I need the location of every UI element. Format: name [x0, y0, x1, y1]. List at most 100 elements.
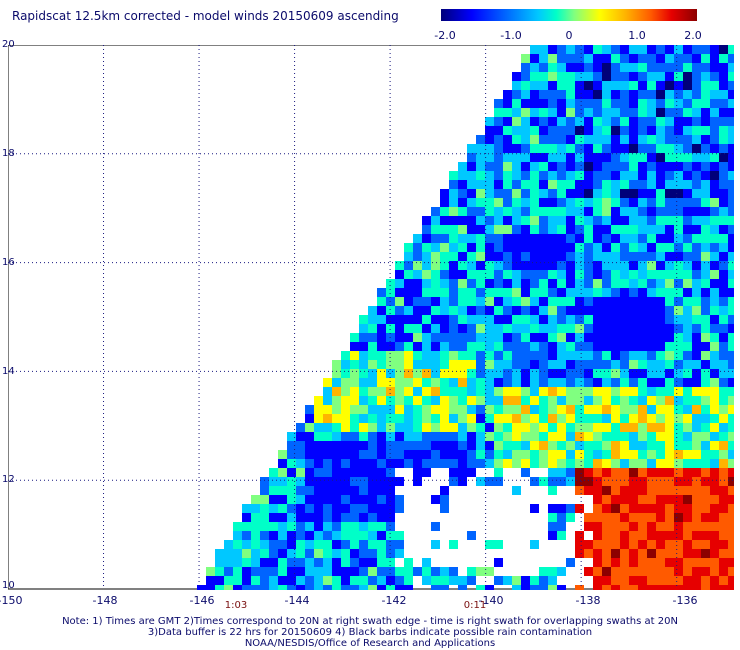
wind-cell — [683, 261, 692, 270]
wind-cell — [512, 396, 521, 405]
wind-cell — [476, 387, 485, 396]
wind-cell — [485, 432, 494, 441]
wind-cell — [305, 450, 314, 459]
wind-cell — [665, 207, 674, 216]
wind-cell — [728, 423, 734, 432]
wind-cell — [395, 378, 404, 387]
wind-cell — [512, 117, 521, 126]
wind-cell — [575, 306, 584, 315]
wind-cell — [278, 495, 287, 504]
wind-cell — [404, 243, 413, 252]
wind-cell — [638, 171, 647, 180]
wind-cell — [431, 495, 440, 504]
wind-cell — [728, 576, 734, 585]
wind-cell — [629, 153, 638, 162]
wind-cell — [530, 387, 539, 396]
wind-cell — [368, 486, 377, 495]
wind-cell — [449, 279, 458, 288]
wind-cell — [296, 423, 305, 432]
wind-cell — [665, 180, 674, 189]
wind-cell — [602, 144, 611, 153]
wind-cell — [386, 351, 395, 360]
wind-cell — [539, 360, 548, 369]
wind-cell — [476, 315, 485, 324]
wind-cell — [476, 144, 485, 153]
wind-cell — [503, 432, 512, 441]
wind-cell — [458, 459, 467, 468]
wind-cell — [683, 414, 692, 423]
wind-cell — [611, 144, 620, 153]
wind-cell — [620, 153, 629, 162]
wind-cell — [692, 504, 701, 513]
wind-cell — [530, 297, 539, 306]
wind-cell — [206, 576, 215, 585]
wind-cell — [629, 414, 638, 423]
wind-cell — [386, 540, 395, 549]
wind-cell — [602, 441, 611, 450]
wind-cell — [611, 126, 620, 135]
wind-cell — [359, 558, 368, 567]
wind-cell — [728, 117, 734, 126]
wind-cell — [638, 441, 647, 450]
wind-cell — [629, 108, 638, 117]
wind-cell — [719, 351, 728, 360]
wind-cell — [521, 396, 530, 405]
wind-cell — [386, 450, 395, 459]
wind-cell — [350, 513, 359, 522]
wind-cell — [701, 252, 710, 261]
wind-cell — [665, 54, 674, 63]
wind-cell — [422, 432, 431, 441]
wind-cell — [476, 216, 485, 225]
wind-cell — [719, 207, 728, 216]
wind-cell — [548, 234, 557, 243]
wind-cell — [728, 261, 734, 270]
wind-cell — [476, 324, 485, 333]
wind-cell — [485, 567, 494, 576]
wind-cell — [647, 468, 656, 477]
wind-cell — [485, 234, 494, 243]
wind-cell — [431, 387, 440, 396]
wind-cell — [584, 288, 593, 297]
wind-cell — [341, 378, 350, 387]
wind-cell — [557, 504, 566, 513]
wind-cell — [314, 414, 323, 423]
wind-cell — [692, 360, 701, 369]
wind-cell — [701, 297, 710, 306]
wind-cell — [593, 135, 602, 144]
wind-cell — [629, 99, 638, 108]
wind-cell — [620, 252, 629, 261]
wind-cell — [557, 63, 566, 72]
wind-cell — [656, 135, 665, 144]
wind-cell — [593, 459, 602, 468]
wind-cell — [431, 450, 440, 459]
wind-cell — [557, 567, 566, 576]
wind-cell — [701, 405, 710, 414]
wind-cell — [575, 504, 584, 513]
wind-cell — [584, 63, 593, 72]
wind-cell — [701, 225, 710, 234]
wind-cell — [674, 522, 683, 531]
wind-cell — [422, 396, 431, 405]
wind-cell — [566, 342, 575, 351]
wind-cell — [314, 513, 323, 522]
wind-cell — [521, 162, 530, 171]
wind-cell — [566, 477, 575, 486]
wind-cell — [692, 117, 701, 126]
wind-cell — [314, 585, 323, 590]
wind-cell — [485, 243, 494, 252]
wind-cell — [683, 108, 692, 117]
wind-cell — [530, 342, 539, 351]
wind-cell — [647, 576, 656, 585]
wind-cell — [539, 423, 548, 432]
wind-cell — [467, 414, 476, 423]
wind-cell — [647, 558, 656, 567]
wind-cell — [665, 117, 674, 126]
wind-cell — [467, 333, 476, 342]
wind-cell — [656, 162, 665, 171]
wind-cell — [494, 117, 503, 126]
wind-cell — [638, 558, 647, 567]
wind-cell — [557, 477, 566, 486]
wind-cell — [665, 342, 674, 351]
wind-cell — [377, 315, 386, 324]
wind-cell — [332, 441, 341, 450]
